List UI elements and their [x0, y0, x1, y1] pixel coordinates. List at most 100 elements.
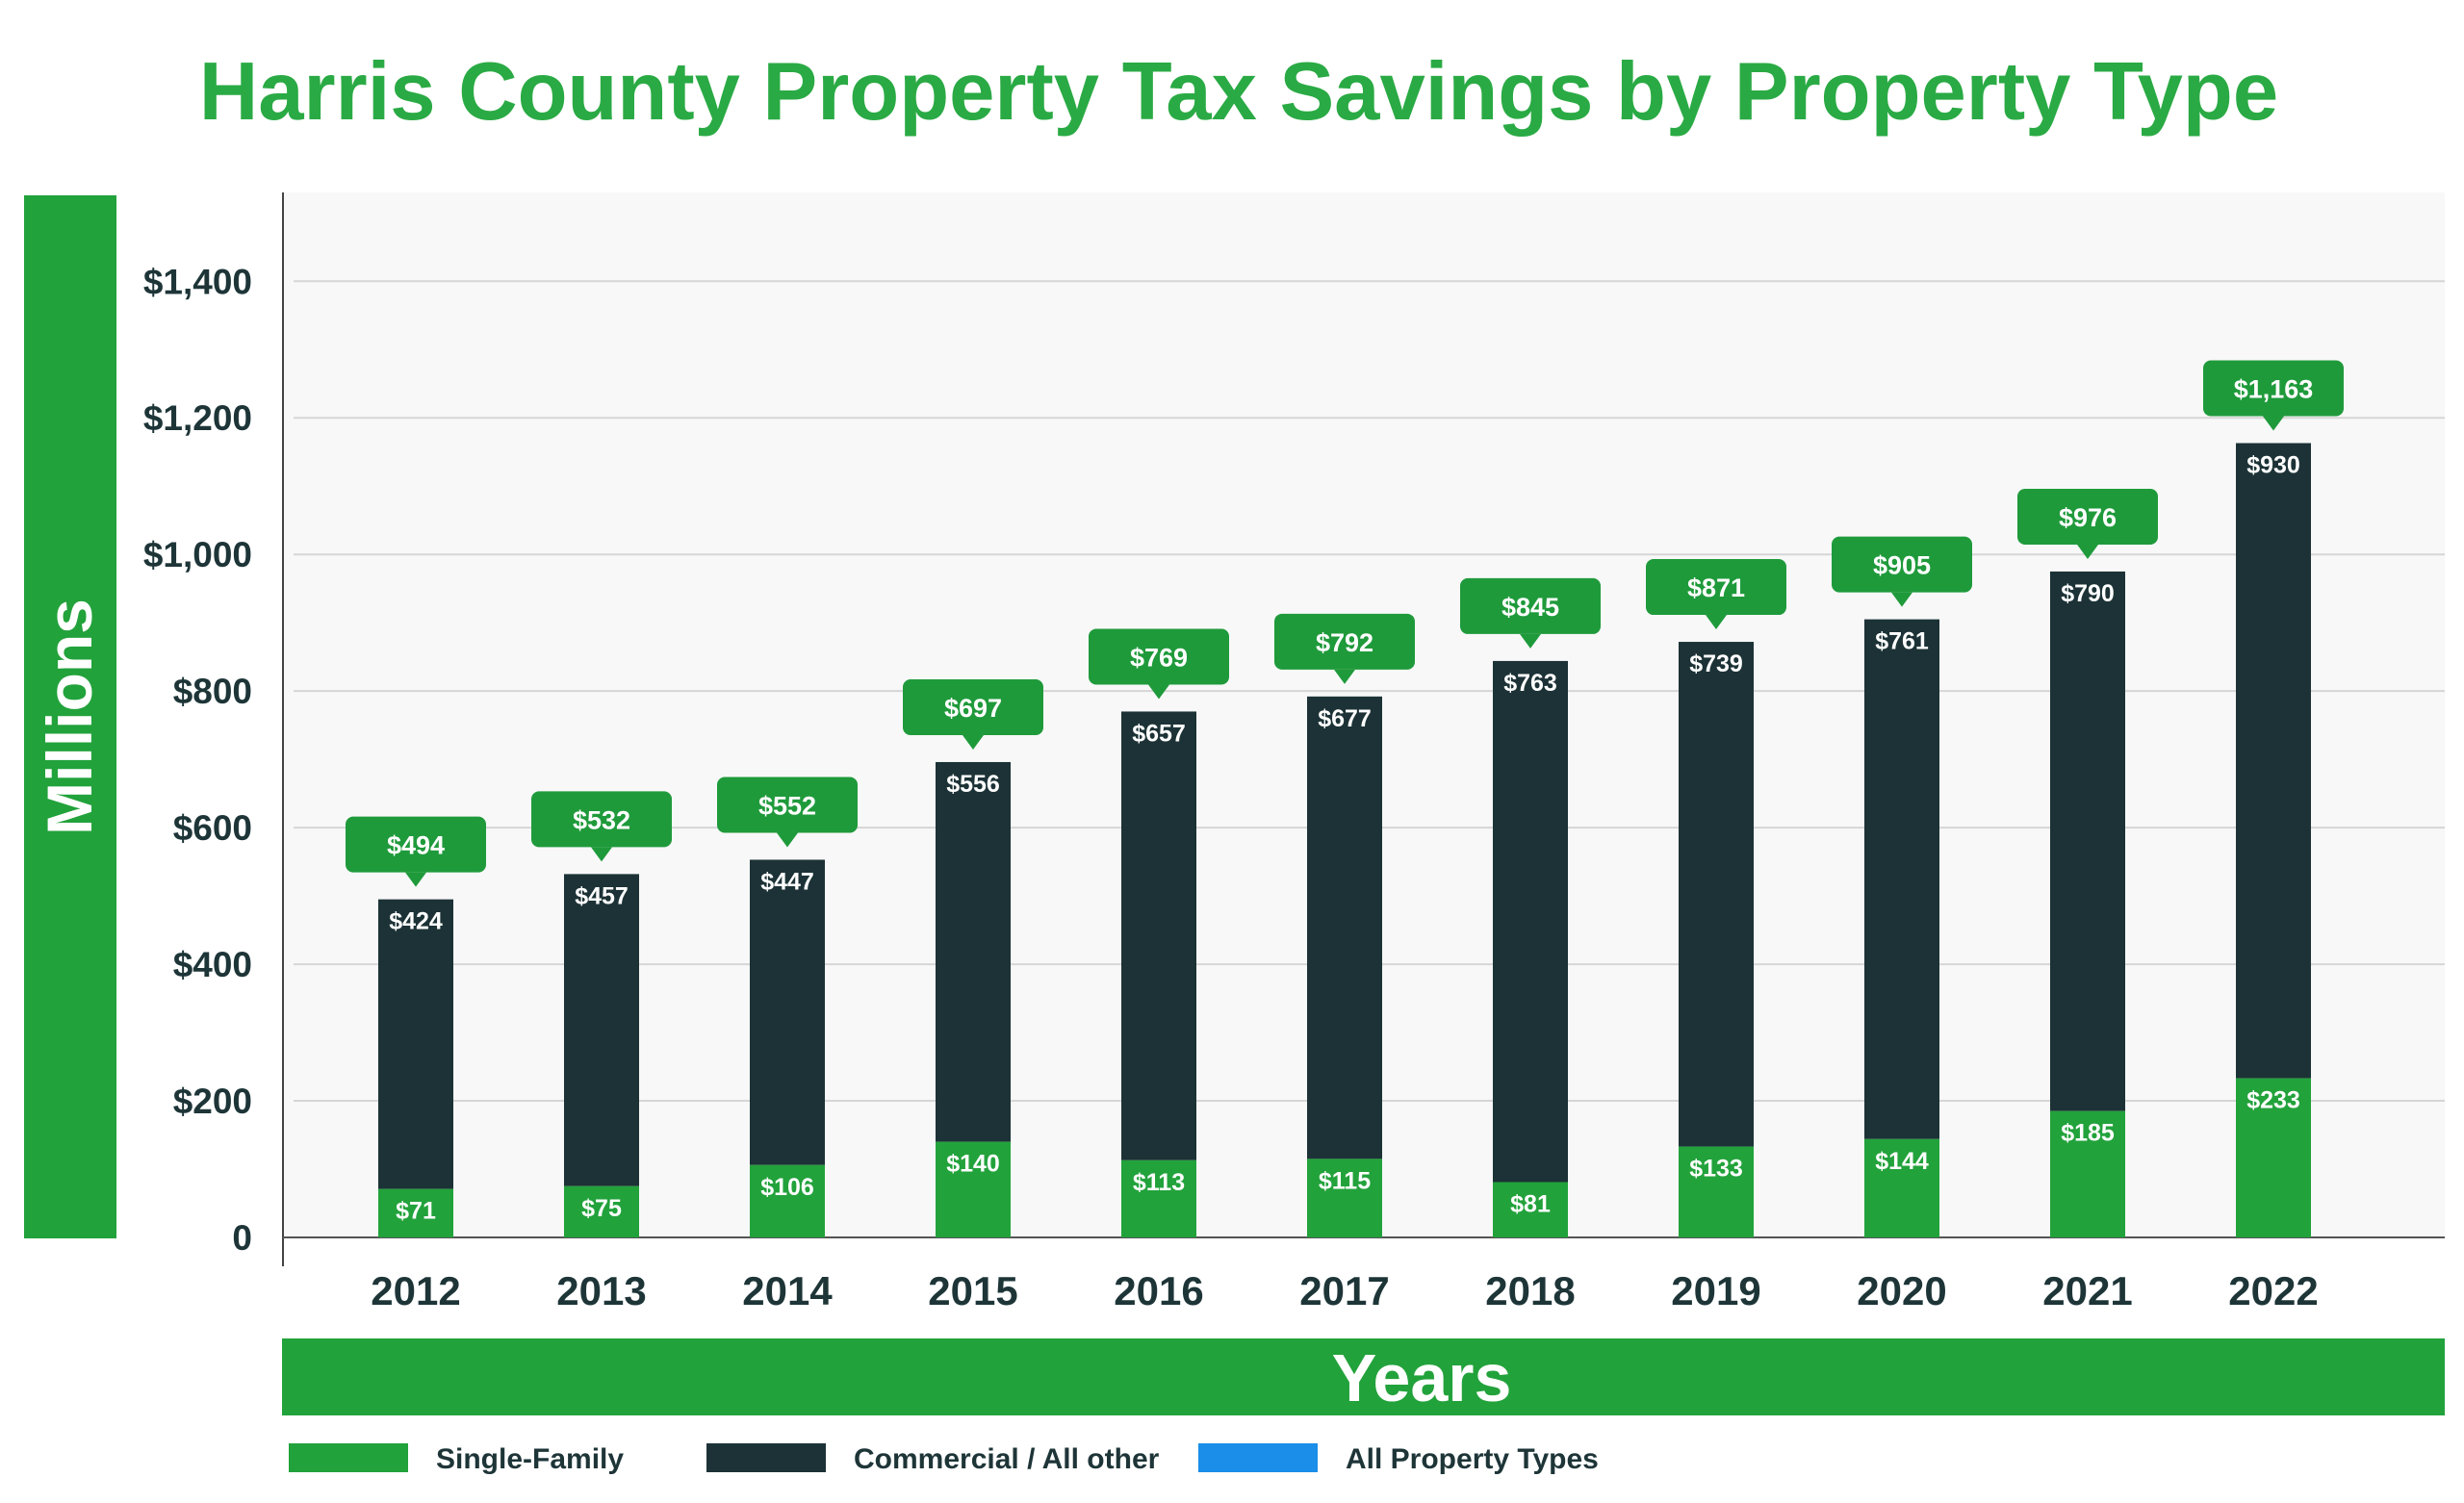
x-label-band — [282, 1338, 2445, 1415]
bar-label-total: $552 — [758, 791, 816, 820]
bar-single-family — [2236, 1078, 2311, 1237]
bar-commercial — [1864, 619, 1939, 1139]
bar-single-family — [564, 1185, 639, 1237]
total-callout — [531, 791, 672, 848]
bar-group: $761 $144 $905 — [1832, 536, 1972, 1237]
bar-label-single-family: $71 — [396, 1198, 436, 1225]
bar-label-commercial: $930 — [2246, 451, 2300, 478]
bar-group: $739 $133 $871 — [1646, 559, 1786, 1237]
bar-label-single-family: $106 — [760, 1174, 814, 1201]
total-callout — [1274, 613, 1415, 670]
y-axis-label: Millions — [34, 599, 105, 835]
callout-pointer — [1334, 669, 1355, 684]
total-callout — [1646, 559, 1786, 616]
bar-commercial — [936, 761, 1011, 1142]
bar-group: $556 $140 $697 — [903, 678, 1043, 1237]
x-tick-label: 2018 — [1485, 1268, 1575, 1313]
bar-commercial — [1493, 660, 1568, 1183]
x-tick-label: 2013 — [556, 1268, 646, 1313]
x-axis-label: Years — [1332, 1340, 1512, 1415]
bar-label-total: $769 — [1130, 643, 1188, 672]
bar-label-single-family: $233 — [2246, 1087, 2300, 1114]
callout-pointer — [591, 847, 612, 862]
bar-commercial — [750, 859, 825, 1165]
bar-single-family — [1121, 1159, 1196, 1237]
callout-pointer — [2263, 416, 2284, 431]
y-tick-label: $400 — [173, 945, 252, 984]
x-tick-label: 2017 — [1299, 1268, 1389, 1313]
bar-label-total: $871 — [1687, 573, 1745, 602]
bar-single-family — [1493, 1182, 1568, 1237]
callout-pointer — [1148, 684, 1169, 700]
bar-group: $930 $233 $1,163 — [2203, 360, 2344, 1237]
bar-label-commercial: $556 — [946, 771, 1000, 798]
bar-label-total: $976 — [2059, 503, 2117, 532]
callout-pointer — [1706, 615, 1727, 630]
bars: $424 $71 $494 $457 $75 $532 $447 $106 $552 $556 $1… — [346, 360, 2344, 1237]
x-tick-label: 2012 — [371, 1268, 460, 1313]
bar-label-single-family: $185 — [2061, 1120, 2115, 1147]
bar-label-commercial: $739 — [1689, 650, 1743, 677]
bar-label-total: $494 — [387, 831, 445, 860]
bar-label-commercial: $457 — [575, 882, 629, 909]
y-tick-label: $1,400 — [143, 262, 252, 301]
bar-group: $657 $113 $769 — [1089, 628, 1229, 1237]
legend-swatch — [289, 1443, 408, 1472]
bar-label-single-family: $81 — [1510, 1191, 1551, 1218]
legend: Single-Family Commercial / All other All P… — [289, 1443, 1599, 1475]
total-callout — [1089, 628, 1229, 685]
bar-commercial — [1307, 696, 1382, 1159]
bar-commercial — [2236, 443, 2311, 1079]
bar-single-family — [936, 1141, 1011, 1237]
total-callout — [2017, 488, 2158, 545]
callout-pointer — [1891, 592, 1912, 607]
bar-single-family — [378, 1188, 453, 1237]
bar-single-family — [1864, 1138, 1939, 1237]
bar-label-total: $1,163 — [2234, 374, 2314, 403]
bar-label-commercial: $424 — [389, 908, 443, 935]
bar-group: $677 $115 $792 — [1274, 613, 1415, 1237]
x-tick-label: 2020 — [1857, 1268, 1946, 1313]
bar-label-single-family: $140 — [946, 1151, 1000, 1178]
x-tick-labels: 2012 2013 2014 2015 2016 2017 2018 2019 2020 2021… — [371, 1268, 2318, 1313]
bar-single-family — [750, 1164, 825, 1237]
y-tick-label: $800 — [173, 672, 252, 711]
legend-label: All Property Types — [1346, 1443, 1599, 1475]
bar-commercial — [1121, 711, 1196, 1160]
legend-label: Single-Family — [436, 1443, 624, 1475]
callout-pointer — [777, 832, 798, 848]
legend-item: Single-Family — [289, 1443, 624, 1475]
bar-commercial — [2050, 571, 2125, 1111]
callout-pointer — [962, 734, 984, 750]
total-callout — [2203, 360, 2344, 417]
bar-label-commercial: $763 — [1503, 670, 1557, 697]
x-tick-label: 2014 — [742, 1268, 833, 1313]
x-tick-label: 2022 — [2228, 1268, 2318, 1313]
y-tick-labels: 0 $200 $400 $600 $800 $1,000 $1,200 $1,400 — [143, 262, 252, 1258]
bar-label-total: $845 — [1502, 593, 1559, 622]
y-tick-label: 0 — [232, 1218, 252, 1258]
total-callout — [1460, 577, 1601, 634]
legend-swatch — [1198, 1443, 1318, 1472]
bar-label-commercial: $657 — [1132, 720, 1186, 747]
bar-label-commercial: $447 — [760, 868, 814, 895]
bar-commercial — [564, 874, 639, 1186]
bar-group: $457 $75 $532 — [531, 791, 672, 1237]
bar-label-single-family: $75 — [581, 1195, 622, 1222]
bar-label-single-family: $133 — [1689, 1156, 1743, 1183]
bar-commercial — [378, 899, 453, 1189]
bar-single-family — [1307, 1159, 1382, 1237]
bar-group: $424 $71 $494 — [346, 816, 486, 1237]
bar-label-total: $792 — [1316, 628, 1373, 657]
total-callout — [1832, 536, 1972, 593]
callout-pointer — [2077, 544, 2098, 559]
bar-group: $447 $106 $552 — [717, 777, 858, 1237]
y-tick-label: $600 — [173, 808, 252, 848]
total-callout — [717, 777, 858, 833]
bar-label-commercial: $677 — [1318, 705, 1372, 732]
legend-item: All Property Types — [1198, 1443, 1599, 1475]
y-tick-label: $1,000 — [143, 535, 252, 574]
total-callout — [346, 816, 486, 873]
